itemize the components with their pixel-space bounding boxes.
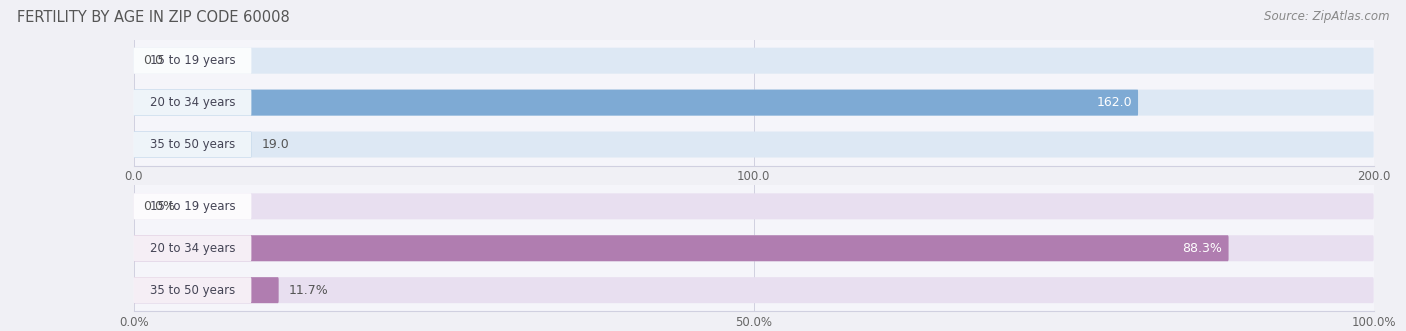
FancyBboxPatch shape xyxy=(134,90,1137,116)
FancyBboxPatch shape xyxy=(134,235,252,261)
FancyBboxPatch shape xyxy=(134,131,1374,158)
FancyBboxPatch shape xyxy=(134,48,252,74)
FancyBboxPatch shape xyxy=(134,90,252,116)
Text: 35 to 50 years: 35 to 50 years xyxy=(150,138,235,151)
Text: 15 to 19 years: 15 to 19 years xyxy=(149,200,235,213)
FancyBboxPatch shape xyxy=(134,193,252,219)
FancyBboxPatch shape xyxy=(134,235,1374,261)
Text: 15 to 19 years: 15 to 19 years xyxy=(149,54,235,67)
Text: Source: ZipAtlas.com: Source: ZipAtlas.com xyxy=(1264,10,1389,23)
Text: 20 to 34 years: 20 to 34 years xyxy=(149,96,235,109)
FancyBboxPatch shape xyxy=(134,131,252,158)
Text: 88.3%: 88.3% xyxy=(1182,242,1222,255)
FancyBboxPatch shape xyxy=(134,131,252,158)
Text: 11.7%: 11.7% xyxy=(288,284,329,297)
FancyBboxPatch shape xyxy=(134,277,278,303)
Text: 0.0%: 0.0% xyxy=(143,200,176,213)
FancyBboxPatch shape xyxy=(134,277,252,303)
FancyBboxPatch shape xyxy=(134,193,1374,219)
Text: FERTILITY BY AGE IN ZIP CODE 60008: FERTILITY BY AGE IN ZIP CODE 60008 xyxy=(17,10,290,25)
Text: 162.0: 162.0 xyxy=(1097,96,1132,109)
Text: 35 to 50 years: 35 to 50 years xyxy=(150,284,235,297)
FancyBboxPatch shape xyxy=(134,277,1374,303)
Text: 0.0: 0.0 xyxy=(143,54,163,67)
Text: 19.0: 19.0 xyxy=(262,138,290,151)
FancyBboxPatch shape xyxy=(134,48,1374,74)
Text: 20 to 34 years: 20 to 34 years xyxy=(149,242,235,255)
FancyBboxPatch shape xyxy=(134,235,1229,261)
FancyBboxPatch shape xyxy=(134,90,1374,116)
